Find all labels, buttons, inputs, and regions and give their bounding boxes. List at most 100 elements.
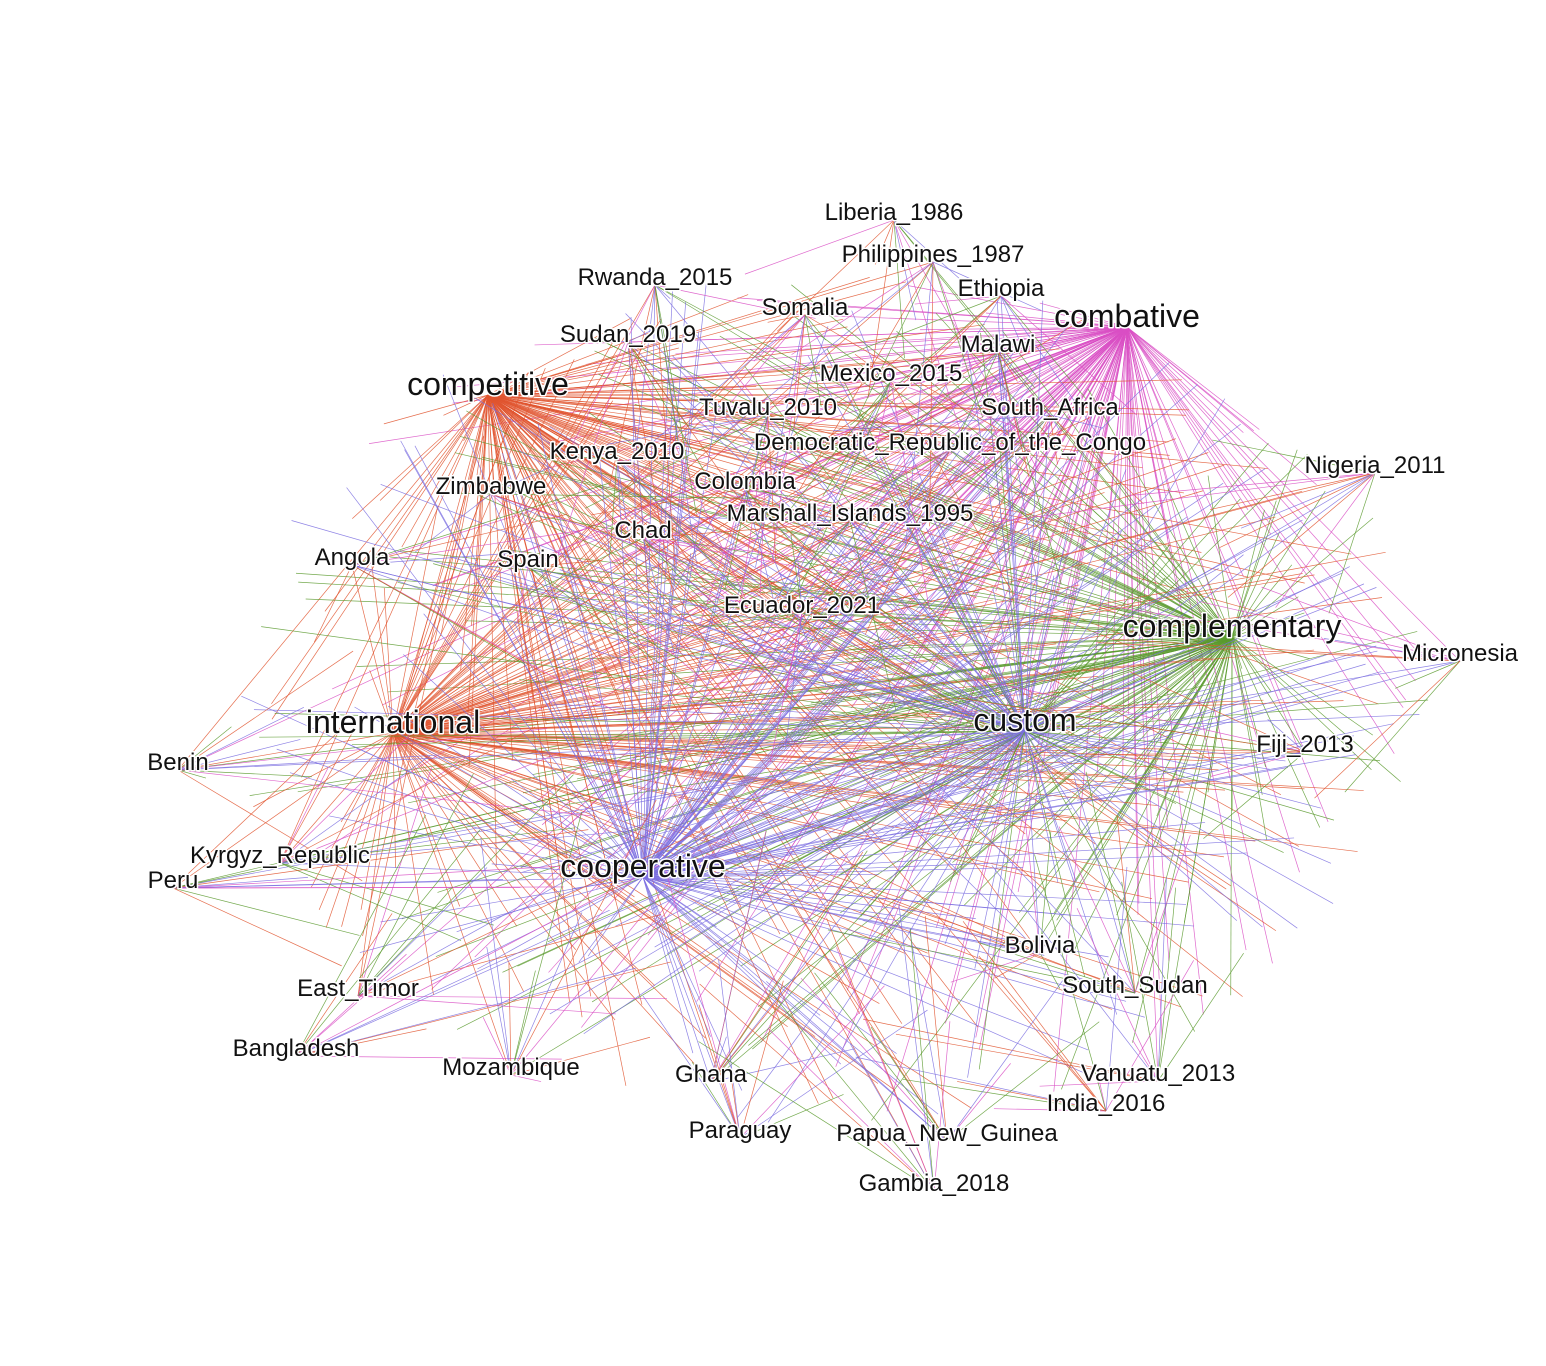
edge: [295, 326, 1128, 1057]
edge: [510, 1036, 651, 1076]
edge: [325, 732, 394, 928]
edge: [442, 374, 644, 878]
edge: [481, 456, 1233, 638]
edge: [1240, 472, 1376, 529]
edge: [624, 314, 806, 467]
edge: [487, 394, 947, 698]
edge: [511, 530, 529, 568]
edge: [392, 732, 1210, 762]
edge: [351, 730, 1026, 746]
edge: [392, 597, 1383, 734]
edge: [1024, 554, 1244, 732]
edge: [896, 913, 1041, 954]
edge: [1024, 730, 1334, 904]
edge: [849, 520, 1026, 732]
country-label: Sudan_2019: [560, 321, 696, 348]
edge: [893, 219, 965, 442]
country-label: South_Africa: [981, 394, 1119, 421]
edge: [392, 732, 1184, 793]
edge: [1024, 730, 1041, 954]
edge: [642, 660, 1461, 878]
edge: [822, 380, 892, 497]
edge: [351, 564, 657, 672]
edge: [642, 876, 976, 919]
edge: [710, 1036, 727, 1083]
country-label: Liberia_1986: [825, 199, 964, 226]
edge: [443, 394, 489, 416]
edge: [863, 1018, 1159, 1082]
edge: [456, 730, 1026, 933]
edge: [177, 769, 363, 882]
edge: [490, 493, 744, 579]
edge: [1024, 414, 1051, 732]
edge: [891, 749, 1041, 954]
edge: [642, 537, 839, 563]
edge: [392, 732, 461, 907]
edge: [710, 880, 871, 1083]
edge: [984, 472, 1376, 524]
edge: [1039, 952, 1061, 989]
edge: [392, 492, 1105, 734]
edge: [1231, 636, 1266, 768]
edge: [177, 732, 394, 771]
edge: [755, 314, 806, 567]
edge: [487, 394, 570, 1003]
edge: [876, 326, 1128, 702]
country-label: Papua_New_Guinea: [836, 1120, 1058, 1147]
hub-label: combative: [1054, 298, 1200, 334]
edge: [694, 326, 1128, 576]
edge: [543, 326, 1128, 470]
edge: [866, 326, 1128, 973]
edge: [279, 862, 494, 926]
edge: [762, 351, 999, 475]
edge: [710, 850, 868, 1083]
edge: [875, 380, 892, 452]
edge: [482, 1017, 512, 1076]
edge: [487, 394, 979, 1028]
edge: [177, 394, 489, 771]
edge: [642, 502, 898, 878]
edge: [1000, 295, 1107, 447]
country-label: Malawi: [961, 331, 1036, 358]
edge: [782, 380, 892, 520]
country-label: Colombia: [694, 468, 796, 495]
edge: [1344, 660, 1461, 793]
edge: [1126, 326, 1254, 432]
edge: [800, 326, 1128, 903]
edge: [909, 930, 948, 1142]
edge: [1166, 472, 1376, 596]
edge: [1157, 887, 1177, 1082]
edge: [964, 636, 1233, 906]
country-label: Philippines_1987: [842, 241, 1025, 268]
edge: [849, 449, 915, 522]
edge: [399, 550, 1233, 638]
edge: [465, 394, 489, 740]
edge: [691, 592, 803, 614]
edge: [271, 394, 489, 720]
edge: [674, 414, 769, 591]
edge: [1000, 295, 1026, 732]
edge: [295, 862, 663, 1057]
edge: [946, 980, 1064, 1142]
edge: [793, 906, 948, 1142]
edge: [642, 377, 1038, 878]
edge: [777, 219, 895, 332]
edge: [642, 587, 1377, 878]
edge: [753, 314, 806, 362]
edge: [1039, 302, 1128, 328]
edge: [642, 289, 673, 878]
edge: [392, 551, 1386, 734]
edge: [357, 773, 474, 997]
edge: [295, 913, 393, 1057]
edge: [642, 876, 743, 1091]
edge: [949, 449, 1027, 497]
edge: [487, 394, 1102, 693]
edge: [392, 490, 1204, 734]
edge: [799, 261, 934, 491]
edge: [553, 341, 629, 567]
edge: [858, 424, 1026, 732]
edge: [279, 730, 1026, 864]
edge: [699, 983, 935, 1192]
edge: [674, 326, 1128, 768]
